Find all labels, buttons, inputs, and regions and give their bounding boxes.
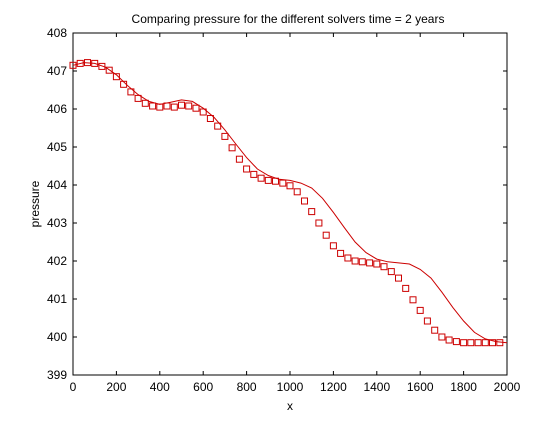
x-ticks: 0 200 400 600 800 1000 1200 1400 1600 1800 2000 xyxy=(70,33,521,394)
y-tick-label: 408 xyxy=(47,26,67,40)
data-point-marker xyxy=(467,339,475,347)
x-tick-label: 1000 xyxy=(277,380,304,394)
data-point-marker xyxy=(250,170,258,178)
data-point-marker xyxy=(69,61,77,69)
chart-title: Comparing pressure for the different sol… xyxy=(132,12,445,26)
y-axis-label: pressure xyxy=(28,180,42,227)
data-point-marker xyxy=(243,165,251,173)
x-tick-label: 1400 xyxy=(363,380,390,394)
data-point-marker xyxy=(98,62,106,70)
data-point-marker xyxy=(221,132,229,140)
x-tick-label: 200 xyxy=(106,380,126,394)
data-point-marker xyxy=(351,257,359,265)
data-point-marker xyxy=(112,73,120,81)
data-point-marker xyxy=(163,102,171,110)
x-tick-label: 600 xyxy=(193,380,213,394)
data-point-marker xyxy=(452,338,460,346)
x-tick-label: 800 xyxy=(237,380,257,394)
data-point-marker xyxy=(387,268,395,276)
x-tick-label: 0 xyxy=(70,380,77,394)
data-point-marker xyxy=(423,317,431,325)
x-tick-label: 1600 xyxy=(407,380,434,394)
data-point-marker xyxy=(235,155,243,163)
data-point-marker xyxy=(141,99,149,107)
data-point-marker xyxy=(489,339,496,347)
data-point-marker xyxy=(134,94,142,102)
data-point-marker xyxy=(206,115,214,122)
data-point-marker xyxy=(395,274,402,282)
data-point-marker xyxy=(170,103,178,111)
data-point-marker xyxy=(185,102,193,110)
data-point-marker xyxy=(91,59,99,67)
y-tick-label: 403 xyxy=(47,216,67,230)
data-point-marker xyxy=(286,182,294,190)
data-point-marker xyxy=(192,104,200,112)
data-point-marker xyxy=(344,254,352,262)
data-point-marker xyxy=(438,333,446,341)
data-point-marker xyxy=(358,258,366,266)
y-tick-label: 399 xyxy=(47,368,67,382)
data-point-marker xyxy=(431,326,439,334)
data-point-marker xyxy=(76,59,84,67)
data-point-marker xyxy=(315,219,323,227)
data-point-marker xyxy=(329,242,337,250)
data-point-marker xyxy=(264,176,272,184)
y-tick-label: 406 xyxy=(47,102,67,116)
axes-frame xyxy=(72,32,508,376)
data-point-marker xyxy=(178,101,185,109)
data-point-marker xyxy=(496,339,504,347)
data-point-marker xyxy=(84,59,91,67)
y-tick-label: 407 xyxy=(47,64,67,78)
x-tick-label: 1800 xyxy=(450,380,477,394)
y-tick-label: 404 xyxy=(47,178,67,192)
data-point-marker xyxy=(272,177,279,185)
data-point-marker xyxy=(481,339,489,347)
data-point-marker xyxy=(460,339,468,347)
data-point-marker xyxy=(308,208,316,216)
data-point-marker xyxy=(199,108,207,116)
series-layer xyxy=(69,59,508,347)
data-point-marker xyxy=(279,179,287,187)
data-point-marker xyxy=(127,88,135,96)
y-tick-label: 400 xyxy=(47,330,67,344)
data-point-marker xyxy=(301,197,308,205)
y-tick-label: 401 xyxy=(47,292,67,306)
data-point-marker xyxy=(149,102,157,110)
x-axis-label: x xyxy=(287,399,293,413)
data-point-marker xyxy=(257,174,265,182)
x-tick-label: 2000 xyxy=(494,380,521,394)
data-point-marker xyxy=(402,284,410,292)
data-point-marker xyxy=(416,306,424,314)
data-point-marker xyxy=(105,66,113,74)
x-tick-label: 1200 xyxy=(320,380,347,394)
data-point-marker xyxy=(293,188,301,196)
y-tick-label: 405 xyxy=(47,140,67,154)
data-point-marker xyxy=(445,336,453,344)
data-point-marker xyxy=(120,80,128,88)
x-tick-label: 400 xyxy=(150,380,170,394)
data-point-marker xyxy=(228,144,236,152)
series-line xyxy=(72,62,508,344)
data-point-marker xyxy=(214,122,222,130)
data-point-marker xyxy=(366,259,374,267)
data-point-marker xyxy=(474,339,482,347)
data-point-marker xyxy=(156,103,164,111)
data-point-marker xyxy=(409,296,417,304)
data-point-marker xyxy=(322,231,330,239)
y-tick-label: 402 xyxy=(47,254,67,268)
data-point-marker xyxy=(373,260,381,268)
y-ticks: 399 400 401 402 403 404 405 406 407 408 xyxy=(47,26,507,382)
data-point-marker xyxy=(380,263,388,271)
data-point-marker xyxy=(337,249,345,257)
